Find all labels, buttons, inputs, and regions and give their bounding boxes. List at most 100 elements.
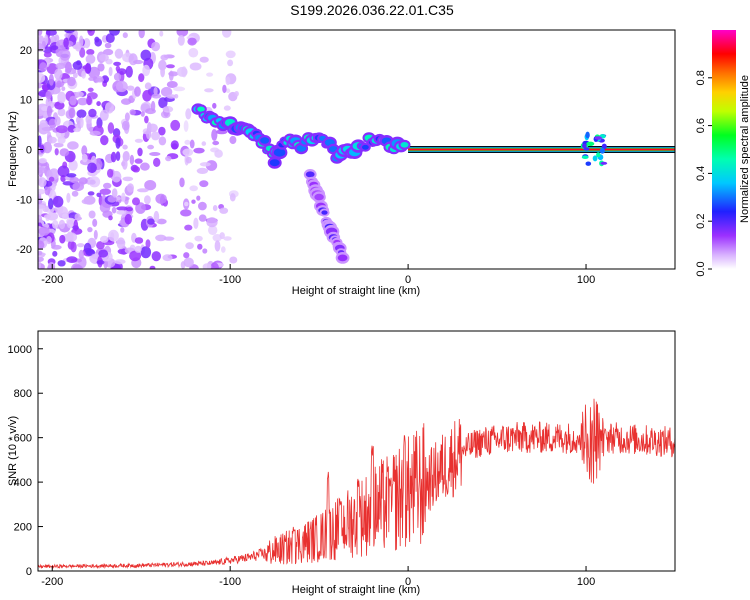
spectrogram-speckle (39, 62, 47, 73)
spectrogram-speckle (76, 109, 87, 118)
spectrogram-feature-point (586, 141, 595, 146)
spectrogram-speckle (57, 91, 66, 104)
spectrogram-speckle (212, 140, 220, 146)
spectrogram-speckle (191, 199, 196, 204)
spectrogram-speckle (189, 185, 198, 192)
spectrogram-feature-point (594, 136, 602, 140)
spectrogram-speckle (144, 115, 149, 124)
spectrogram-ytick-label: 0 (26, 145, 32, 157)
spectrogram-speckle (182, 148, 194, 157)
spectrogram-speckle (85, 114, 92, 125)
snr-x-axis: -200 -100 0 100 (41, 566, 595, 588)
spectrogram-speckle (97, 63, 105, 72)
spectrogram-speckle (81, 153, 88, 163)
spectrogram-speckle (134, 245, 142, 253)
spectrogram-speckle (78, 35, 84, 48)
spectrogram-feature-point (581, 143, 587, 149)
spectrogram-main-line (408, 148, 675, 151)
spectrogram-speckle (193, 217, 199, 229)
spectrogram-speckle (98, 54, 109, 62)
spectrogram-speckle (132, 197, 140, 206)
spectrogram-ridge-point (400, 142, 409, 148)
spectrogram-speckle (234, 91, 239, 97)
spectrogram-speckle (53, 142, 64, 148)
spectrogram-speckle (183, 252, 190, 259)
spectrogram-speckle (184, 201, 189, 207)
spectrogram-feature-point (585, 161, 592, 166)
spectrogram-speckle (74, 213, 81, 222)
spectrogram-speckle (66, 256, 78, 263)
spectrogram-speckle (168, 71, 179, 77)
snr-ytick-label: 1000 (8, 344, 32, 356)
spectrogram-speckle (79, 47, 86, 58)
spectrogram-speckle (225, 50, 236, 59)
spectrogram-ridge-point (260, 137, 270, 144)
spectrogram-speckle (57, 136, 66, 144)
colorbar-tick-label: 0.0 (695, 261, 707, 276)
spectrogram-speckle (52, 220, 59, 229)
spectrogram-speckle (42, 141, 53, 154)
spectrogram-speckle (81, 198, 91, 205)
spectrogram-speckle (158, 59, 167, 71)
spectrogram-speckle (196, 195, 201, 201)
spectrogram-feature-point (592, 155, 598, 162)
spectrogram-speckle (145, 239, 151, 249)
spectrogram-speckle (38, 30, 43, 36)
spectrogram-speckle (107, 122, 115, 134)
snr-y-axis: 0 200 400 600 800 1000 (8, 344, 43, 578)
spectrogram-speckle (129, 109, 136, 116)
spectrogram-speckle (151, 41, 161, 52)
spectrogram-speckle (72, 182, 84, 192)
spectrogram-speckle (48, 198, 54, 210)
spectrogram-speckle (199, 162, 211, 167)
spectrogram-speckle (38, 111, 44, 117)
spectrogram-speckle (165, 155, 172, 162)
spectrogram-speckle (81, 145, 88, 156)
spectrogram-speckle (38, 157, 47, 164)
spectrogram-speckle (94, 38, 102, 47)
spectrogram-speckle (129, 154, 135, 165)
spectrogram-speckle (132, 166, 141, 173)
spectrogram-speckle (206, 217, 218, 228)
spectrogram-speckle (78, 177, 88, 185)
spectrogram-speckle (68, 159, 78, 171)
spectrogram-speckle (96, 192, 102, 198)
colorbar-gradient (712, 30, 736, 269)
spectrogram-speckle (98, 249, 109, 258)
spectrogram-speckle (144, 82, 152, 90)
spectrogram-speckle (199, 56, 209, 63)
spectrogram-speckle (120, 227, 125, 233)
spectrogram-speckle (149, 265, 156, 269)
spectrogram-feature-point (601, 143, 607, 150)
spectrogram-speckle (122, 158, 128, 170)
spectrogram-speckle (229, 193, 236, 202)
spectrogram-speckle (46, 105, 53, 118)
spectrogram-y-axis: -20 -10 0 10 20 (16, 45, 43, 256)
spectrogram-speckle (38, 82, 42, 89)
spectrogram-speckle (67, 240, 75, 250)
spectrogram-speckle (197, 243, 203, 250)
spectrogram-speckle (121, 120, 130, 131)
spectrogram-speckle (56, 80, 62, 88)
spectrogram-speckle (185, 242, 194, 250)
spectrogram-speckle (160, 54, 169, 61)
spectrogram-speckle (219, 207, 229, 214)
spectrogram-speckle (135, 202, 146, 214)
spectrogram-speckle (81, 70, 86, 79)
spectrogram-speckle (63, 37, 69, 48)
spectrogram-speckle (122, 176, 134, 182)
spectrogram-speckle (104, 102, 115, 114)
spectrogram-speckle (183, 120, 189, 132)
spectrogram-speckle (39, 119, 48, 128)
spectrogram-speckle (147, 123, 158, 133)
spectrogram-speckle (189, 139, 195, 149)
snr-xlabel: Height of straight line (km) (292, 584, 420, 596)
spectrogram-speckle (96, 101, 101, 107)
spectrogram-speckle (183, 257, 194, 268)
spectrogram-speckle (73, 127, 81, 133)
spectrogram-speckle (61, 86, 66, 91)
spectrogram-speckle (83, 38, 91, 49)
spectrogram-speckle (153, 157, 161, 167)
spectrogram-xtick-label: 100 (577, 274, 595, 286)
spectrogram-speckle (64, 30, 75, 34)
